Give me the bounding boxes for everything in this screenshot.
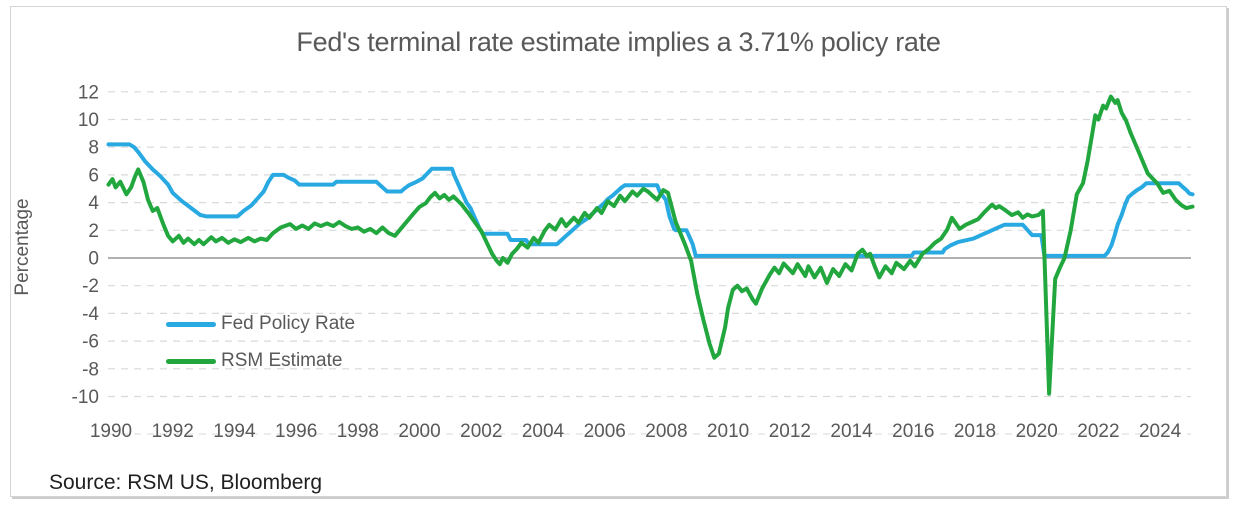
legend-swatch-rsm-estimate xyxy=(166,358,216,364)
y-tick-label: 4 xyxy=(88,193,99,214)
x-tick-label: 2020 xyxy=(1016,421,1058,442)
chart-title: Fed's terminal rate estimate implies a 3… xyxy=(296,27,941,57)
y-tick-label: -4 xyxy=(82,304,99,325)
y-tick-label: -2 xyxy=(82,276,99,297)
x-tick-label: 1998 xyxy=(337,421,379,442)
x-tick-label: 2014 xyxy=(830,421,873,442)
x-tick-label: 2004 xyxy=(522,421,565,442)
plot-area: 12 10 8 6 4 2 0 -2 -4 -6 -8 -10 1990 1992 1994 1996 1998… xyxy=(72,82,1195,442)
y-tick-label: -10 xyxy=(72,387,99,408)
legend-swatch-fed-policy-rate xyxy=(166,321,216,327)
x-tick-label: 2008 xyxy=(645,421,687,442)
x-tick-label: 1992 xyxy=(152,421,194,442)
series-line-rsm-estimate xyxy=(106,94,1195,396)
x-tick-label: 1990 xyxy=(90,421,132,442)
x-tick-label: 2018 xyxy=(954,421,996,442)
source-note: Source: RSM US, Bloomberg xyxy=(49,471,323,494)
legend-item-rsm-estimate: RSM Estimate xyxy=(166,348,355,374)
y-tick-label: -8 xyxy=(82,359,99,380)
chart-frame: Fed's terminal rate estimate implies a 3… xyxy=(10,6,1227,497)
x-tick-label: 1996 xyxy=(275,421,317,442)
x-tick-label: 2016 xyxy=(892,421,934,442)
x-tick-label: 2002 xyxy=(460,421,502,442)
y-tick-label: 2 xyxy=(88,221,99,242)
x-tick-label: 2012 xyxy=(769,421,811,442)
x-tick-label: 2006 xyxy=(584,421,626,442)
x-tick-label: 1994 xyxy=(213,421,256,442)
x-tick-label: 2000 xyxy=(398,421,440,442)
legend-item-fed-policy-rate: Fed Policy Rate xyxy=(166,311,355,337)
legend-label-rsm-estimate: RSM Estimate xyxy=(221,350,343,371)
y-tick-label: 10 xyxy=(78,110,99,131)
x-tick-label: 2010 xyxy=(707,421,749,442)
x-tick-label: 2022 xyxy=(1077,421,1119,442)
series-line-fed-policy-rate xyxy=(106,142,1195,258)
y-tick-label: 0 xyxy=(88,249,99,270)
y-tick-label: 6 xyxy=(88,165,99,186)
x-tick-label: 2024 xyxy=(1139,421,1182,442)
legend: Fed Policy Rate RSM Estimate xyxy=(166,311,355,385)
y-tick-label: 12 xyxy=(78,82,99,103)
legend-label-fed-policy-rate: Fed Policy Rate xyxy=(221,313,356,334)
y-tick-label: 8 xyxy=(88,138,99,159)
y-tick-label: -6 xyxy=(82,332,99,353)
